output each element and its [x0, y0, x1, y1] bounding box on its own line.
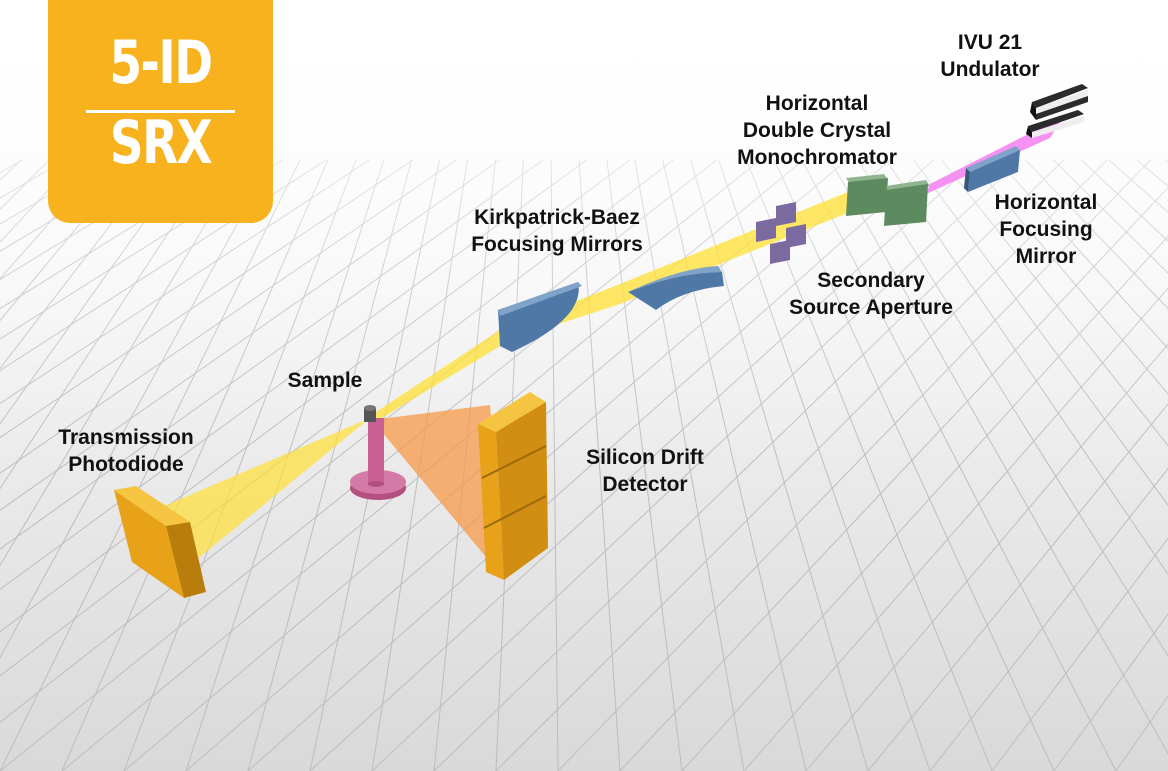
beamline-name: SRX [109, 108, 213, 178]
label-photodiode: Transmission Photodiode [58, 426, 194, 476]
label-sample: Sample [287, 369, 363, 392]
sample-stage [350, 405, 406, 500]
monochromator-crystals [846, 174, 930, 226]
undulator [1026, 84, 1088, 138]
secondary-source-aperture [756, 202, 806, 264]
beamline-id: 5-ID [109, 28, 213, 98]
beamline-badge: 5-ID SRX [48, 0, 273, 223]
fluorescence-cone [372, 405, 505, 580]
label-monochromator: Horizontal Double Crystal Monochromator [737, 92, 897, 169]
transmission-photodiode [114, 486, 206, 598]
label-focusing-mirror: Horizontal Focusing Mirror [994, 191, 1098, 268]
kb-mirror-vertical [628, 266, 724, 310]
label-kb-mirrors: Kirkpatrick-Baez Focusing Mirrors [471, 206, 643, 256]
silicon-drift-detector [478, 392, 548, 580]
label-undulator: IVU 21 Undulator [940, 31, 1040, 81]
badge-divider [86, 110, 235, 113]
horizontal-focusing-mirror [964, 146, 1020, 192]
transmitted-beam [150, 418, 370, 560]
xray-beam [370, 188, 888, 424]
label-aperture: Secondary Source Aperture [789, 269, 953, 319]
kb-mirror-horizontal [498, 282, 582, 352]
label-detector: Silicon Drift Detector [586, 446, 704, 496]
